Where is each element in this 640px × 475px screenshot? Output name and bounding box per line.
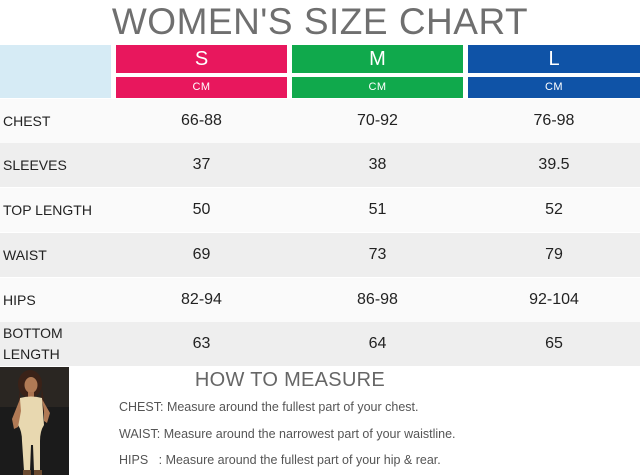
cell-value: 79 xyxy=(545,246,563,263)
table-row-bottom-length: BOTTOM LENGTH 63 64 65 xyxy=(0,322,640,366)
row-label: TOP LENGTH xyxy=(3,201,92,218)
cell-value: 65 xyxy=(545,335,563,352)
cell-value: 76-98 xyxy=(533,112,575,129)
page-title: WOMEN'S SIZE CHART xyxy=(111,1,529,42)
table-row-sleeves: SLEEVES 37 38 39.5 xyxy=(0,143,640,187)
cell-value: 39.5 xyxy=(538,156,570,173)
cell-value: 37 xyxy=(192,156,211,173)
measure-item-waist: WAIST: Measure around the narrowest part… xyxy=(119,427,456,441)
unit-header-s: CM xyxy=(116,77,287,98)
table-row-hips: HIPS 82-94 86-98 92-104 xyxy=(0,278,640,322)
row-label: WAIST xyxy=(3,246,47,263)
row-label: HIPS xyxy=(3,291,36,308)
cell-value: 64 xyxy=(368,335,387,352)
unit-header-m: CM xyxy=(292,77,463,98)
measure-text: Measure around the narrowest part of you… xyxy=(163,427,456,441)
cell-value: 63 xyxy=(192,335,211,352)
cell-value: 66-88 xyxy=(181,112,222,129)
cell-value: 86-98 xyxy=(357,291,398,308)
cell-value: 38 xyxy=(368,156,387,173)
size-header-s: S xyxy=(116,45,287,73)
cell-value: 70-92 xyxy=(357,112,398,129)
measure-text: Measure around the fullest part of your … xyxy=(166,400,419,414)
size-header-l: L xyxy=(468,45,640,73)
table-row-top-length: TOP LENGTH 50 51 52 xyxy=(0,188,640,232)
measure-item-chest: CHEST: Measure around the fullest part o… xyxy=(119,400,418,414)
cell-value: 50 xyxy=(192,201,211,218)
cell-value: 52 xyxy=(545,201,563,218)
measure-key: CHEST: xyxy=(119,400,164,414)
cell-value: 69 xyxy=(192,246,211,263)
row-label: CHEST xyxy=(3,112,51,129)
measure-key: WAIST: xyxy=(119,427,161,441)
table-row-waist: WAIST 69 73 79 xyxy=(0,233,640,277)
header-blank-cell xyxy=(0,45,111,98)
cell-value: 51 xyxy=(368,201,387,218)
table-row-chest: CHEST 66-88 70-92 76-98 xyxy=(0,99,640,143)
cell-value: 73 xyxy=(368,246,387,263)
row-label: SLEEVES xyxy=(3,156,67,173)
measure-item-hips: HIPS : Measure around the fullest part o… xyxy=(119,453,441,467)
model-silhouette-icon xyxy=(0,367,69,475)
size-header-m: M xyxy=(292,45,463,73)
how-to-measure-title: HOW TO MEASURE xyxy=(194,369,386,391)
model-photo xyxy=(0,367,69,475)
cell-value: 82-94 xyxy=(181,291,222,308)
measure-key: HIPS : xyxy=(119,453,163,467)
measure-text: Measure around the fullest part of your … xyxy=(165,453,441,467)
cell-value: 92-104 xyxy=(529,291,579,308)
row-label: BOTTOM LENGTH xyxy=(3,325,63,362)
unit-header-l: CM xyxy=(468,77,640,98)
